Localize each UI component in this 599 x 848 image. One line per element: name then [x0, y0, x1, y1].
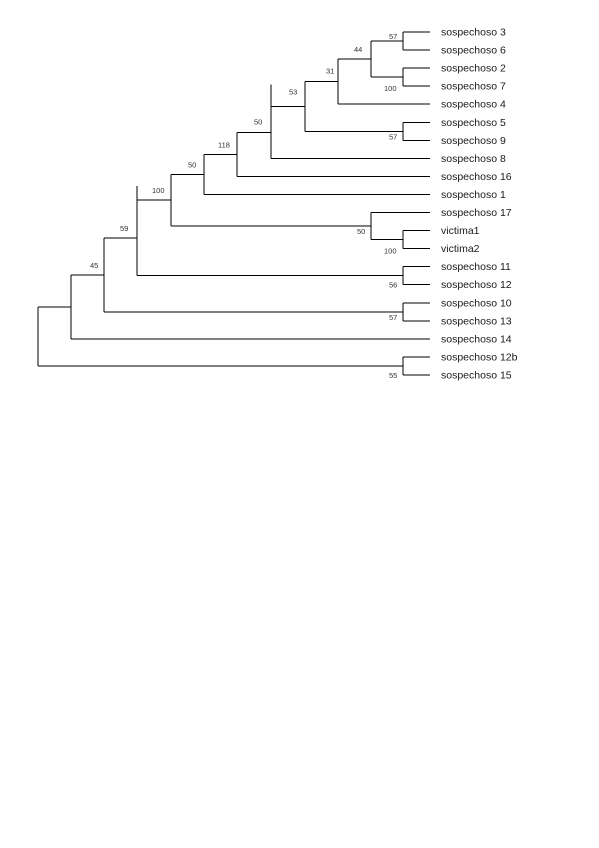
leaf-label: sospechoso 13	[441, 315, 512, 327]
bootstrap-support-label: 57	[389, 132, 397, 141]
bootstrap-support-label: 100	[152, 186, 165, 195]
bootstrap-support-label: 50	[357, 227, 365, 236]
bootstrap-support-label: 50	[254, 117, 262, 126]
bootstrap-support-label: 100	[384, 247, 397, 256]
leaf-label: sospechoso 5	[441, 117, 506, 129]
bootstrap-support-label: 59	[120, 224, 128, 233]
leaf-label: sospechoso 10	[441, 297, 512, 309]
bootstrap-support-label: 57	[389, 313, 397, 322]
bootstrap-support-label: 53	[289, 87, 297, 96]
leaf-label: sospechoso 6	[441, 45, 506, 57]
leaf-label: sospechoso 17	[441, 207, 512, 219]
leaf-label: sospechoso 2	[441, 63, 506, 75]
bootstrap-support-label: 57	[389, 32, 397, 41]
leaf-label: victima2	[441, 243, 480, 255]
bootstrap-support-label: 100	[384, 84, 397, 93]
leaf-label: sospechoso 9	[441, 135, 506, 147]
leaf-label: sospechoso 4	[441, 99, 506, 111]
leaf-label: sospechoso 16	[441, 171, 512, 183]
leaf-label: sospechoso 7	[441, 81, 506, 93]
bootstrap-support-label: 31	[326, 67, 334, 76]
bootstrap-support-label: 44	[354, 45, 362, 54]
leaf-label: sospechoso 12b	[441, 351, 518, 363]
bootstrap-support-label: 118	[218, 140, 230, 149]
bootstrap-support-label: 56	[389, 281, 397, 290]
leaf-label: victima1	[441, 225, 480, 237]
bootstrap-support-label: 55	[389, 371, 397, 380]
leaf-label: sospechoso 15	[441, 369, 512, 381]
leaf-label: sospechoso 11	[441, 261, 511, 273]
leaf-label: sospechoso 8	[441, 153, 506, 165]
bootstrap-support-label: 50	[188, 160, 196, 169]
leaf-label: sospechoso 14	[441, 333, 512, 345]
leaf-label: sospechoso 12	[441, 279, 512, 291]
leaf-label: sospechoso 1	[441, 189, 506, 201]
leaf-label: sospechoso 3	[441, 27, 506, 39]
bootstrap-support-label: 45	[90, 261, 98, 270]
